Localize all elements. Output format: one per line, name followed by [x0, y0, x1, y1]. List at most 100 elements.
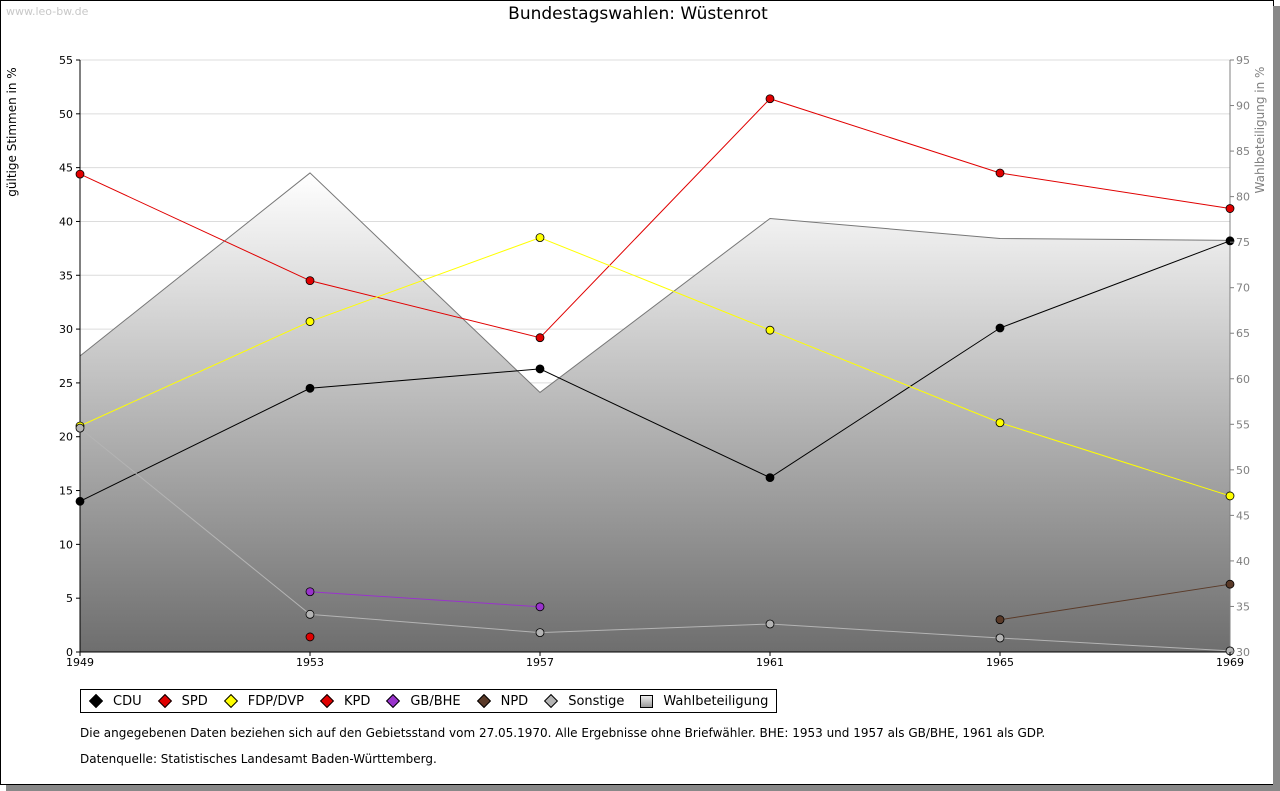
data-point-fdp-dvp [765, 325, 775, 335]
y-tick-label: 15 [59, 485, 73, 498]
legend-item-sonstige: Sonstige [542, 694, 624, 709]
series-line-npd [999, 583, 1231, 621]
footnote: Die angegebenen Daten beziehen sich auf … [80, 726, 1046, 740]
legend-marker [544, 693, 559, 709]
y-tick-label: 0 [66, 646, 73, 659]
axes [79, 60, 1231, 653]
legend-marker [319, 693, 335, 709]
legend-label: KPD [343, 693, 371, 709]
legend-marker [223, 693, 238, 709]
turnout-area-outline [79, 172, 1231, 394]
data-point-sonstige [765, 619, 775, 629]
legend-item-kpd: KPD [318, 694, 370, 709]
y-axis-label: gültige Stimmen in % [5, 67, 19, 196]
data-point-spd [765, 94, 775, 104]
y-tick-label: 10 [59, 538, 73, 551]
data-point-kpd [305, 632, 315, 642]
legend-label: NPD [500, 693, 529, 709]
y2-tick-label: 90 [1236, 100, 1250, 113]
y2-tick-label: 70 [1236, 282, 1250, 295]
legend-marker [386, 693, 401, 709]
data-point-spd [995, 168, 1005, 178]
y-tick-label: 30 [59, 323, 73, 336]
y2-tick-label: 80 [1236, 191, 1250, 204]
turnout-area [79, 172, 1231, 653]
frame-shadow-bottom [6, 785, 1280, 791]
turnout-area-fill [80, 172, 1230, 653]
legend-item-cdu: CDU [87, 694, 142, 709]
y2-axis-label: Wahlbeteiligung in % [1253, 67, 1267, 194]
y-tick-label: 25 [59, 377, 73, 390]
x-tick-label: 1957 [526, 656, 554, 669]
data-point-npd [1225, 579, 1235, 589]
y2-tick-label: 35 [1236, 600, 1250, 613]
y-tick-label: 45 [59, 162, 73, 175]
y-tick-label: 40 [59, 215, 73, 228]
data-point-fdp-dvp [1225, 491, 1235, 501]
legend: CDU SPD FDP/DVP KPD GB/BHE NPD Sonstige Wahlbet… [80, 689, 778, 713]
data-point-gb-bhe [305, 587, 315, 597]
data-point-sonstige [535, 628, 545, 638]
y-tick-label: 35 [59, 269, 73, 282]
legend-marker [88, 693, 104, 709]
y-tick-label: 5 [66, 592, 73, 605]
data-point-cdu [535, 364, 545, 374]
legend-label: CDU [113, 693, 142, 709]
data-point-spd [305, 276, 315, 286]
legend-label: FDP/DVP [247, 693, 304, 709]
x-tick-label: 1953 [296, 656, 324, 669]
series-line-fdp-dvp [79, 237, 1231, 497]
x-tick-label: 1965 [986, 656, 1014, 669]
series-line-sonstige [79, 427, 1231, 652]
frame-shadow-right [1273, 6, 1280, 791]
x-tick-label: 1961 [756, 656, 784, 669]
legend-label: GB/BHE [410, 693, 461, 709]
legend-item-spd: SPD [156, 694, 208, 709]
y2-tick-label: 65 [1236, 327, 1250, 340]
data-point-fdp-dvp [995, 418, 1005, 428]
x-tick-label: 1949 [66, 656, 94, 669]
y2-tick-label: 30 [1236, 646, 1250, 659]
data-point-fdp-dvp [535, 233, 545, 243]
y2-tick-label: 40 [1236, 555, 1250, 568]
data-point-sonstige [995, 633, 1005, 643]
data-point-spd [1225, 204, 1235, 213]
legend-marker [476, 693, 491, 709]
legend-label: Sonstige [568, 693, 625, 709]
legend-label: Wahlbeteiligung [663, 693, 769, 709]
legend-marker [640, 694, 654, 708]
data-point-fdp-dvp [305, 317, 315, 326]
y-tick-label: 50 [59, 108, 73, 121]
chart-title: Bundestagswahlen: Wüstenrot [508, 4, 768, 24]
watermark: www.leo-bw.de [6, 5, 89, 18]
y2-tick-label: 50 [1236, 464, 1250, 477]
data-point-sonstige [75, 423, 85, 433]
legend-marker [157, 693, 172, 709]
tick-labels: 0 5 10 15 20 25 30 35 40 45 50 55 30 35 40 45 50 55 60 65 70… [59, 54, 1250, 669]
y2-tick-label: 55 [1236, 418, 1250, 431]
legend-item-gb-bhe: GB/BHE [384, 693, 461, 709]
data-point-sonstige [305, 609, 315, 619]
y2-tick-label: 85 [1236, 145, 1250, 158]
data-point-cdu [995, 323, 1005, 333]
series-line-spd [79, 98, 1231, 339]
data-point-cdu [305, 383, 315, 393]
source-note: Datenquelle: Statistisches Landesamt Bad… [80, 752, 437, 766]
y-tick-label: 20 [59, 431, 73, 444]
legend-item-fdp-dvp: FDP/DVP [222, 694, 304, 709]
data-point-cdu [765, 473, 775, 483]
data-point-gb-bhe [535, 602, 545, 612]
x-tick-label: 1969 [1216, 656, 1244, 669]
legend-item-npd: NPD [475, 693, 529, 709]
data-point-npd [995, 615, 1005, 625]
y2-tick-label: 60 [1236, 373, 1250, 386]
legend-item-wahlbeteiligung: Wahlbeteiligung [638, 694, 768, 709]
series-line-gb-bhe [309, 591, 541, 608]
data-point-spd [535, 333, 545, 343]
legend-label: SPD [181, 693, 208, 709]
data-point-cdu [1225, 236, 1235, 246]
series-lines [75, 94, 1235, 656]
y2-tick-label: 95 [1236, 54, 1250, 67]
y-tick-label: 55 [59, 54, 73, 67]
